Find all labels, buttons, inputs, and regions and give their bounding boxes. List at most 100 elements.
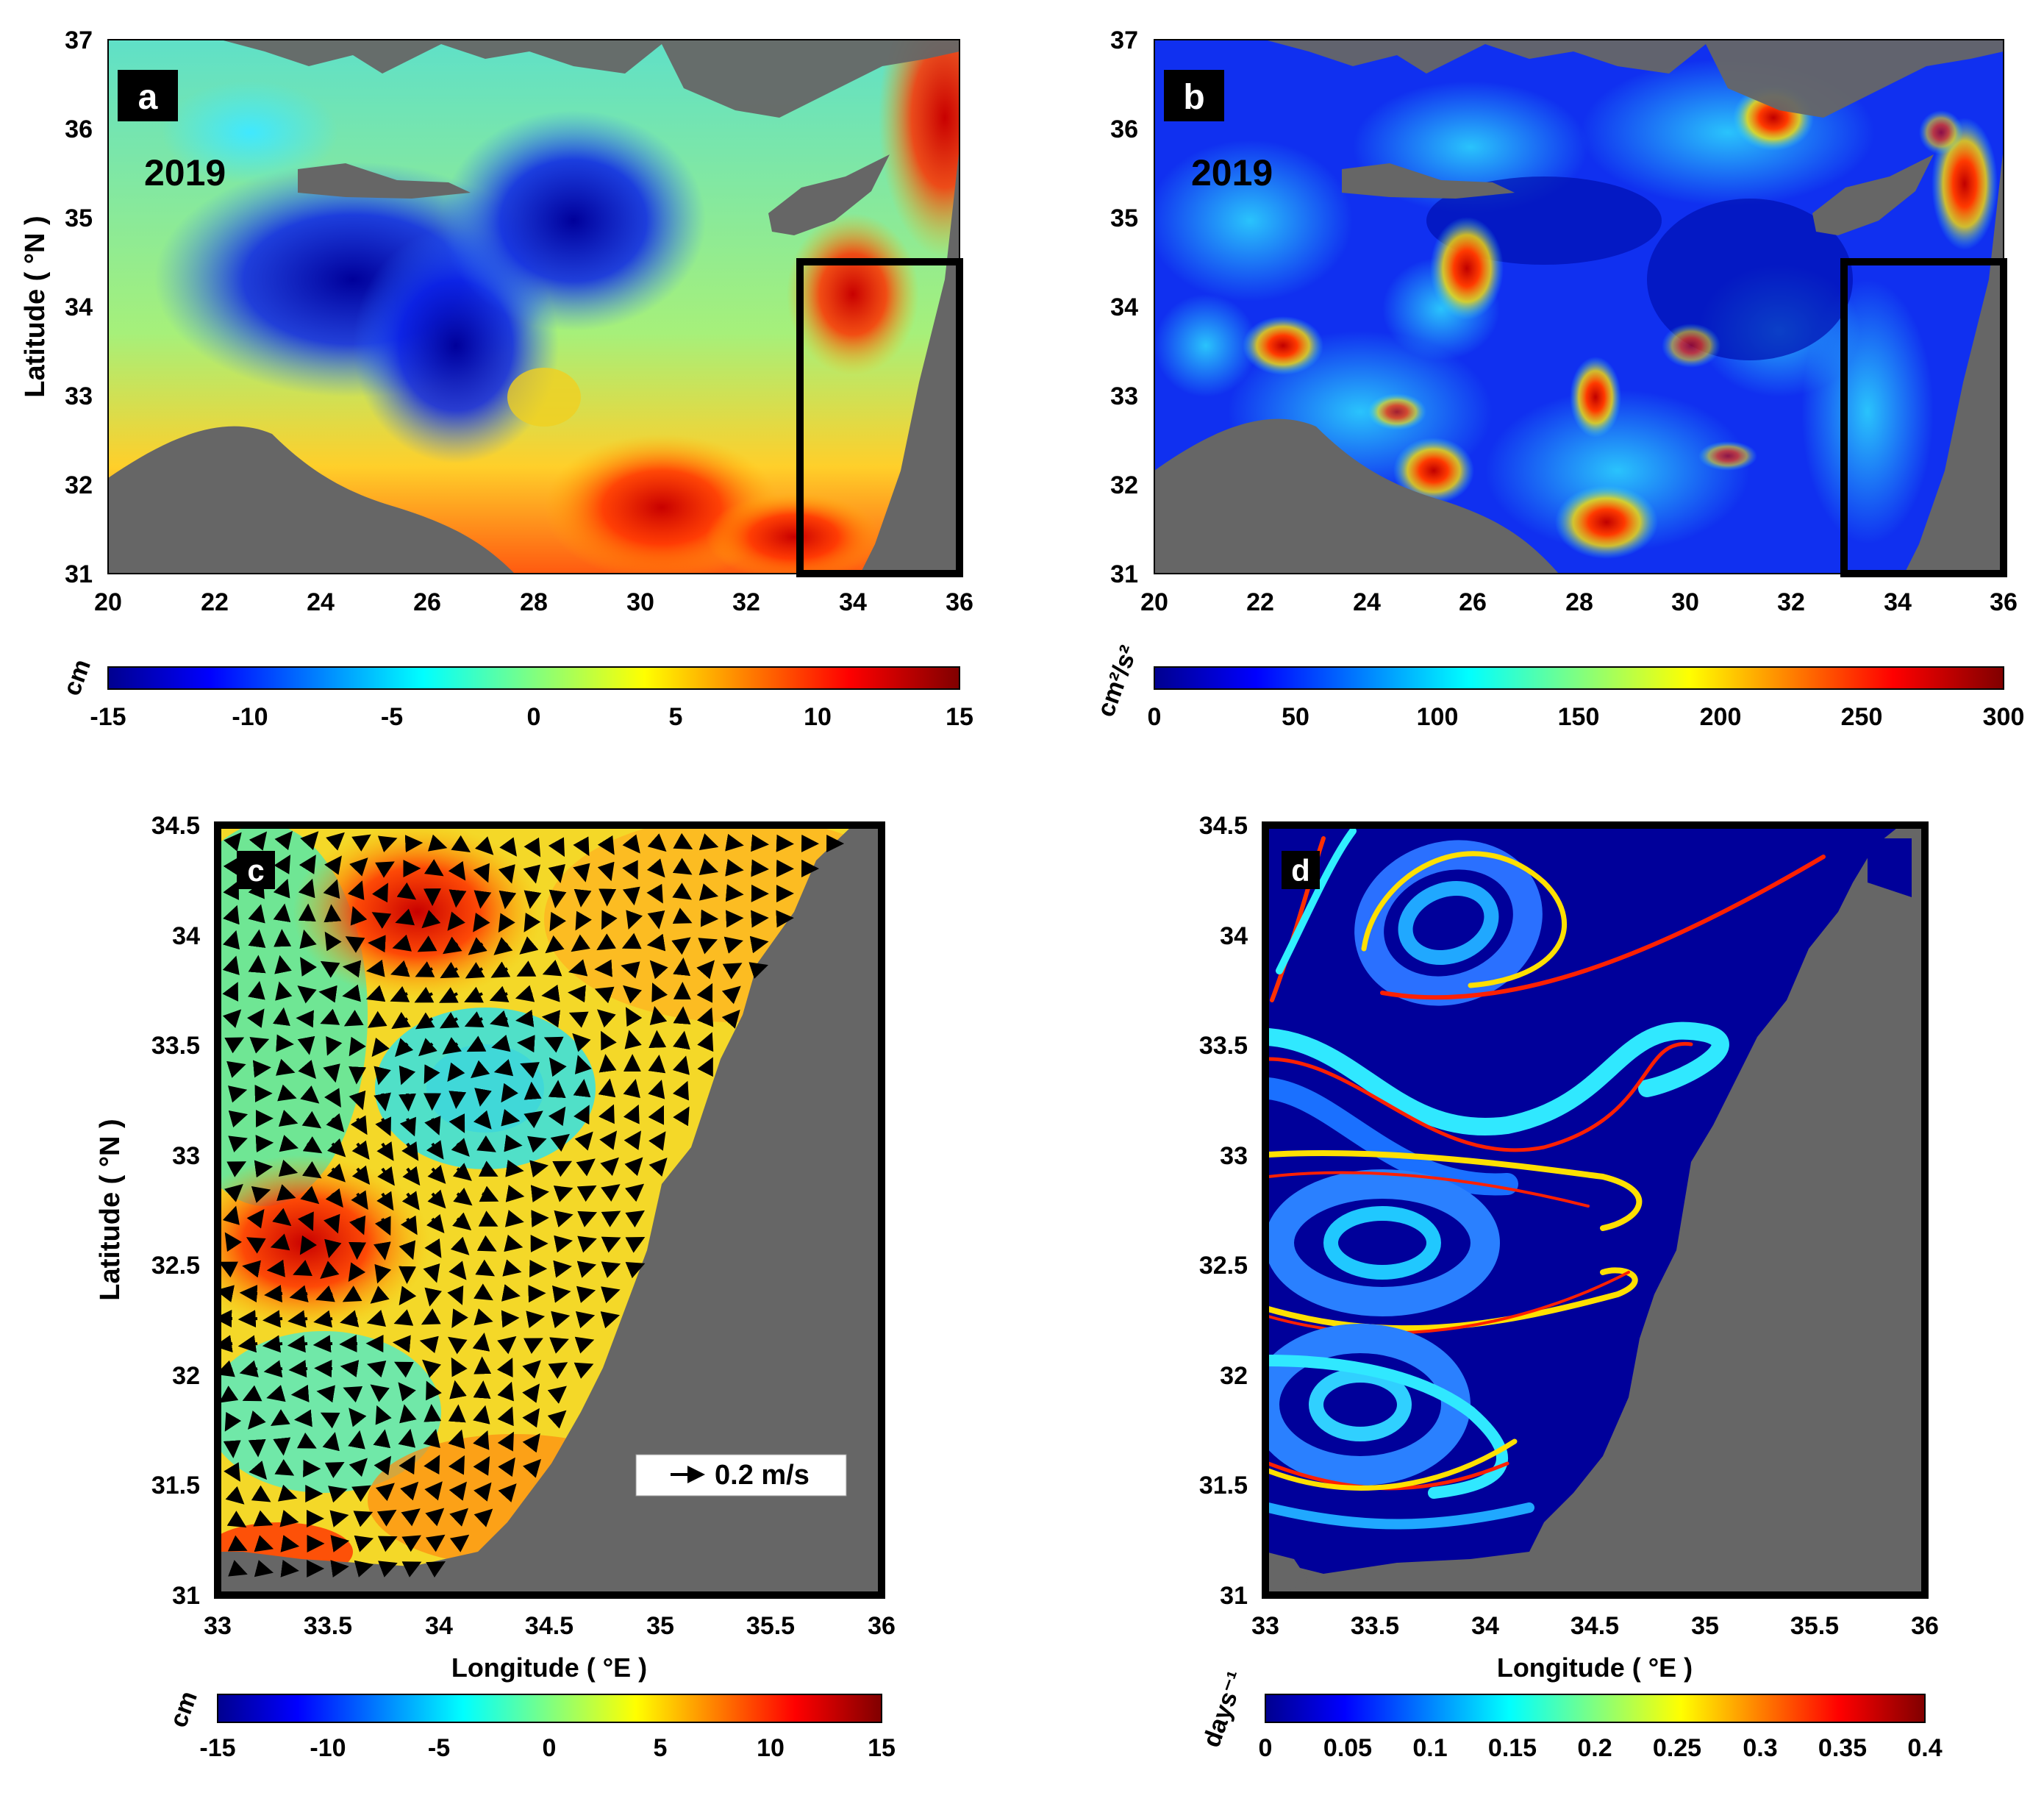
velocity-arrow <box>594 986 615 1004</box>
ytick: 35 <box>1110 204 1138 232</box>
velocity-arrow <box>478 1210 499 1227</box>
velocity-arrow <box>262 1310 283 1328</box>
xtick: 34 <box>1471 1612 1499 1640</box>
colorbar-tick: 0.05 <box>1323 1734 1372 1762</box>
velocity-arrow <box>392 1335 411 1353</box>
velocity-arrow <box>520 1062 540 1079</box>
velocity-arrow <box>289 1285 309 1302</box>
velocity-arrow <box>287 1335 308 1353</box>
velocity-arrow <box>439 987 459 1003</box>
velocity-arrow <box>622 834 640 854</box>
velocity-arrow <box>473 1405 490 1424</box>
velocity-arrow <box>601 1210 621 1227</box>
velocity-arrow <box>448 1336 468 1355</box>
ytick: 32 <box>1110 471 1138 499</box>
xtick: 26 <box>1459 588 1487 616</box>
feature-b-high-4 <box>1555 485 1658 559</box>
colorbar-tick: 0.15 <box>1488 1734 1537 1762</box>
velocity-arrow <box>504 1210 524 1227</box>
colorbar-tick: 10 <box>804 703 832 731</box>
velocity-arrow <box>474 890 492 909</box>
velocity-arrow <box>222 982 239 1002</box>
velocity-arrow <box>599 1130 618 1150</box>
velocity-arrow <box>419 1336 439 1354</box>
velocity-arrow <box>542 960 562 977</box>
vector-scale-legend: 0.2 m/s <box>635 1454 847 1497</box>
velocity-arrow <box>517 1035 535 1053</box>
velocity-arrow <box>246 1209 265 1229</box>
velocity-arrow <box>247 1410 266 1430</box>
velocity-arrow <box>254 1160 274 1178</box>
velocity-arrow <box>466 1035 487 1052</box>
ytick: 33 <box>65 382 93 410</box>
velocity-arrow <box>443 936 462 955</box>
xtick: 28 <box>520 588 548 616</box>
land-africa-a <box>108 426 515 574</box>
panel-d-xlabel: Longitude ( °E ) <box>1497 1652 1693 1683</box>
velocity-arrow <box>523 890 542 910</box>
velocity-arrow <box>273 1437 291 1456</box>
velocity-arrow <box>598 1104 615 1124</box>
velocity-arrow <box>648 1080 665 1099</box>
feature-b-high-1 <box>1430 217 1504 320</box>
velocity-arrow <box>648 1158 668 1177</box>
velocity-arrow <box>626 910 643 930</box>
xtick: 35.5 <box>746 1612 795 1640</box>
velocity-arrow <box>393 1309 414 1326</box>
velocity-arrow <box>576 1158 596 1177</box>
velocity-arrow <box>519 936 539 955</box>
velocity-arrow <box>697 1057 713 1077</box>
velocity-arrow <box>573 836 590 857</box>
velocity-arrow <box>313 1310 333 1328</box>
feature-a-high-1 <box>787 213 919 375</box>
velocity-arrow <box>723 936 743 954</box>
velocity-arrow <box>371 912 392 929</box>
velocity-arrow <box>424 859 444 877</box>
velocity-arrow <box>351 1165 371 1185</box>
velocity-arrow <box>404 835 424 853</box>
velocity-arrow <box>375 1483 395 1502</box>
velocity-arrow <box>522 1458 541 1478</box>
panel-c-label: c <box>247 853 264 888</box>
xtick: 36 <box>1911 1612 1939 1640</box>
velocity-arrow <box>501 1108 521 1127</box>
velocity-arrow <box>224 1183 243 1202</box>
velocity-arrow <box>497 1381 514 1402</box>
velocity-arrow <box>577 1235 597 1253</box>
velocity-arrow <box>721 1009 740 1029</box>
velocity-arrow <box>264 1285 283 1303</box>
ytick: 34 <box>65 293 93 321</box>
velocity-arrow <box>473 1456 490 1476</box>
colorbar-tick: 200 <box>1700 703 1742 731</box>
velocity-arrow <box>301 1110 322 1129</box>
velocity-arrow <box>451 1308 468 1328</box>
velocity-arrow <box>349 1036 366 1057</box>
ytick: 31.5 <box>151 1472 200 1500</box>
colorbar-tick: -5 <box>381 703 403 731</box>
xtick: 24 <box>307 588 335 616</box>
velocity-arrow <box>320 1008 340 1025</box>
velocity-arrow <box>227 1535 248 1552</box>
velocity-arrow <box>573 1362 594 1379</box>
colorbar-tick: 150 <box>1558 703 1600 731</box>
colorbar-tick: 0 <box>1259 1734 1273 1762</box>
velocity-arrow <box>751 910 769 928</box>
velocity-arrow <box>601 1261 621 1278</box>
velocity-arrow <box>342 984 361 1002</box>
velocity-arrow <box>345 936 365 953</box>
velocity-arrow <box>448 860 466 881</box>
velocity-arrow <box>401 1191 420 1210</box>
land-crete-b <box>1342 163 1515 199</box>
velocity-arrow <box>623 985 643 1004</box>
velocity-arrow <box>299 1235 318 1255</box>
velocity-arrow <box>548 837 565 857</box>
panel-a-label: a <box>138 78 158 117</box>
ytick: 31.5 <box>1199 1472 1248 1500</box>
velocity-arrow <box>390 960 410 977</box>
velocity-arrow <box>248 955 266 974</box>
velocity-arrow <box>472 1333 490 1352</box>
velocity-arrow <box>448 1429 465 1449</box>
velocity-arrow <box>300 1185 320 1205</box>
colorbar-tick: 50 <box>1282 703 1309 731</box>
velocity-arrow <box>549 1337 569 1354</box>
